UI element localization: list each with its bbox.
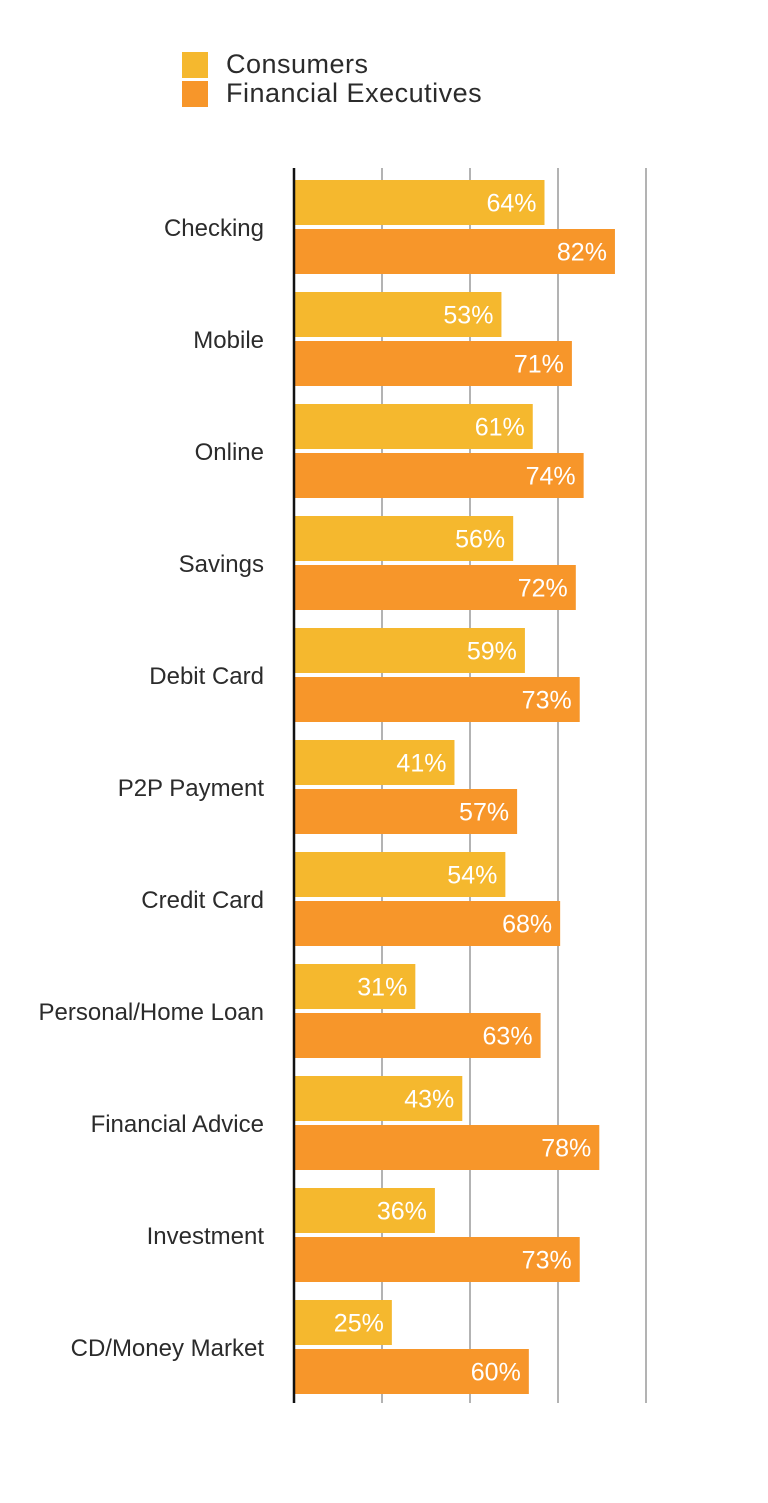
bar-consumers-3 <box>294 516 514 561</box>
value-label-financial-executives-7: 63% <box>483 1023 533 1051</box>
value-label-consumers-9: 36% <box>377 1198 427 1226</box>
legend-item-financial-executives: Financial Executives <box>182 78 483 108</box>
bar-financial-executives-9 <box>294 1237 580 1282</box>
bar-financial-executives-8 <box>294 1125 600 1170</box>
value-label-financial-executives-3: 72% <box>518 575 568 603</box>
legend: Consumers Financial Executives <box>182 49 483 108</box>
bar-financial-executives-4 <box>294 677 580 722</box>
bar-financial-executives-7 <box>294 1013 541 1058</box>
category-label-2: Online <box>195 439 264 466</box>
value-label-financial-executives-5: 57% <box>459 799 509 827</box>
category-label-7: Personal/Home Loan <box>39 999 264 1026</box>
bar-financial-executives-6 <box>294 901 561 946</box>
bar-financial-executives-5 <box>294 789 518 834</box>
category-label-1: Mobile <box>193 327 264 354</box>
bar-consumers-5 <box>294 740 455 785</box>
bar-consumers-6 <box>294 852 506 897</box>
category-label-10: CD/Money Market <box>71 1335 265 1362</box>
value-label-consumers-5: 41% <box>396 750 446 778</box>
value-label-financial-executives-4: 73% <box>522 687 572 715</box>
bar-consumers-10 <box>294 1300 392 1345</box>
value-label-financial-executives-10: 60% <box>471 1359 521 1387</box>
bar-financial-executives-0 <box>294 229 615 274</box>
value-label-consumers-3: 56% <box>455 526 505 554</box>
legend-label-financial-executives: Financial Executives <box>226 78 483 108</box>
value-label-financial-executives-1: 71% <box>514 351 564 379</box>
legend-swatch-financial-executives <box>182 80 208 107</box>
value-label-consumers-4: 59% <box>467 638 517 666</box>
value-label-consumers-1: 53% <box>443 302 493 330</box>
legend-label-consumers: Consumers <box>226 49 369 79</box>
bar-consumers-8 <box>294 1076 463 1121</box>
bar-financial-executives-2 <box>294 453 584 498</box>
bar-financial-executives-10 <box>294 1349 529 1394</box>
value-label-financial-executives-9: 73% <box>522 1247 572 1275</box>
category-label-0: Checking <box>164 215 264 242</box>
value-label-consumers-7: 31% <box>357 974 407 1002</box>
bar-consumers-4 <box>294 628 525 673</box>
value-label-financial-executives-2: 74% <box>526 463 576 491</box>
value-label-consumers-0: 64% <box>486 190 536 218</box>
bar-consumers-9 <box>294 1188 435 1233</box>
bar-consumers-2 <box>294 404 533 449</box>
value-label-consumers-8: 43% <box>404 1086 454 1114</box>
category-label-3: Savings <box>179 551 264 578</box>
category-label-6: Credit Card <box>141 887 264 914</box>
value-label-consumers-10: 25% <box>334 1310 384 1338</box>
category-label-5: P2P Payment <box>118 775 265 802</box>
value-label-consumers-6: 54% <box>447 862 497 890</box>
legend-swatch-consumers <box>182 51 208 78</box>
bar-financial-executives-3 <box>294 565 576 610</box>
bar-consumers-0 <box>294 180 545 225</box>
value-label-consumers-2: 61% <box>475 414 525 442</box>
bar-financial-executives-1 <box>294 341 572 386</box>
category-label-9: Investment <box>147 1223 265 1250</box>
category-label-4: Debit Card <box>149 663 264 690</box>
value-label-financial-executives-6: 68% <box>502 911 552 939</box>
legend-item-consumers: Consumers <box>182 49 482 79</box>
category-label-8: Financial Advice <box>91 1111 264 1138</box>
value-label-financial-executives-8: 78% <box>541 1135 591 1163</box>
bar-consumers-1 <box>294 292 502 337</box>
bar-consumers-7 <box>294 964 416 1009</box>
value-label-financial-executives-0: 82% <box>557 239 607 267</box>
